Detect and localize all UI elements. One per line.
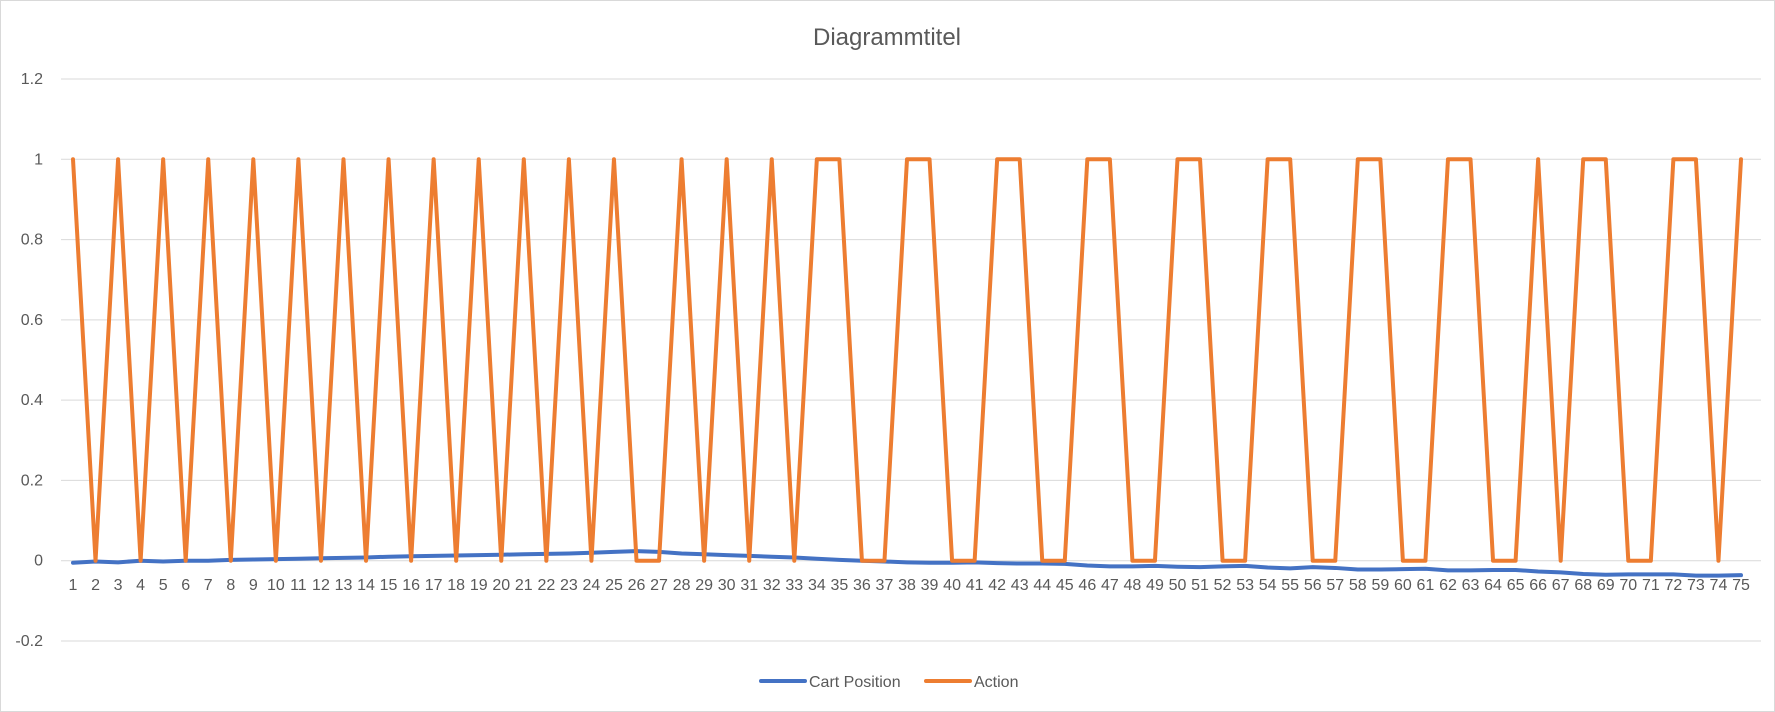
x-tick-label: 41 — [966, 577, 984, 594]
x-tick-label: 52 — [1214, 577, 1232, 594]
x-tick-label: 1 — [69, 577, 78, 594]
x-tick-label: 39 — [921, 577, 939, 594]
x-tick-label: 73 — [1687, 577, 1705, 594]
x-tick-label: 35 — [830, 577, 848, 594]
x-tick-label: 5 — [159, 577, 168, 594]
x-tick-label: 14 — [357, 577, 375, 594]
x-tick-label: 68 — [1574, 577, 1592, 594]
x-tick-label: 29 — [695, 577, 713, 594]
x-tick-label: 38 — [898, 577, 916, 594]
x-axis-tick-labels: 1 2 3 4 5 6 7 8 9 10 11 12 13 14 15 16 17 18 19 20 21 22 23 24 2… — [69, 577, 1750, 594]
x-tick-label: 23 — [560, 577, 578, 594]
x-tick-label: 48 — [1124, 577, 1142, 594]
chart-title: Diagrammtitel — [813, 24, 961, 51]
x-tick-label: 27 — [650, 577, 668, 594]
x-tick-label: 57 — [1326, 577, 1344, 594]
x-tick-label: 36 — [853, 577, 871, 594]
x-tick-label: 17 — [425, 577, 443, 594]
x-tick-label: 49 — [1146, 577, 1164, 594]
x-tick-label: 30 — [718, 577, 736, 594]
y-tick-label: 1.2 — [21, 71, 43, 88]
y-tick-label: 1 — [34, 151, 43, 168]
x-tick-label: 47 — [1101, 577, 1119, 594]
x-tick-label: 56 — [1304, 577, 1322, 594]
series-lines — [71, 157, 1743, 578]
x-tick-label: 33 — [785, 577, 803, 594]
x-tick-label: 43 — [1011, 577, 1029, 594]
x-tick-label: 66 — [1529, 577, 1547, 594]
x-tick-label: 24 — [583, 577, 601, 594]
x-tick-label: 16 — [402, 577, 420, 594]
legend: Cart Position Action — [759, 674, 1018, 691]
x-tick-label: 54 — [1259, 577, 1277, 594]
x-tick-label: 12 — [312, 577, 330, 594]
x-tick-label: 7 — [204, 577, 213, 594]
x-tick-label: 9 — [249, 577, 258, 594]
series-line-action — [71, 157, 1743, 563]
x-tick-label: 75 — [1732, 577, 1750, 594]
x-tick-label: 60 — [1394, 577, 1412, 594]
x-tick-label: 37 — [876, 577, 894, 594]
x-tick-label: 20 — [492, 577, 510, 594]
x-tick-label: 32 — [763, 577, 781, 594]
x-tick-label: 28 — [673, 577, 691, 594]
x-tick-label: 51 — [1191, 577, 1209, 594]
x-tick-label: 64 — [1484, 577, 1502, 594]
x-tick-label: 55 — [1281, 577, 1299, 594]
y-tick-label: 0.4 — [21, 392, 43, 409]
x-tick-label: 63 — [1462, 577, 1480, 594]
x-tick-label: 2 — [91, 577, 100, 594]
x-tick-label: 25 — [605, 577, 623, 594]
y-tick-label: 0.2 — [21, 472, 43, 489]
x-tick-label: 45 — [1056, 577, 1074, 594]
x-tick-label: 71 — [1642, 577, 1660, 594]
series-line-cart-position — [71, 549, 1743, 578]
y-axis-tick-labels: -0.2 0 0.2 0.4 0.6 0.8 1 1.2 — [15, 71, 43, 650]
x-tick-label: 6 — [181, 577, 190, 594]
x-tick-label: 67 — [1552, 577, 1570, 594]
x-tick-label: 69 — [1597, 577, 1615, 594]
legend-label: Cart Position — [809, 674, 901, 691]
x-tick-label: 62 — [1439, 577, 1457, 594]
x-tick-label: 13 — [335, 577, 353, 594]
x-tick-label: 3 — [114, 577, 123, 594]
x-tick-label: 8 — [226, 577, 235, 594]
x-tick-label: 4 — [136, 577, 145, 594]
x-tick-label: 34 — [808, 577, 826, 594]
x-tick-label: 40 — [943, 577, 961, 594]
x-tick-label: 22 — [537, 577, 555, 594]
x-tick-label: 46 — [1078, 577, 1096, 594]
x-tick-label: 11 — [290, 577, 307, 594]
x-tick-label: 42 — [988, 577, 1006, 594]
x-tick-label: 26 — [628, 577, 646, 594]
x-tick-label: 31 — [740, 577, 758, 594]
x-tick-label: 58 — [1349, 577, 1367, 594]
x-tick-label: 74 — [1710, 577, 1728, 594]
y-tick-label: -0.2 — [15, 633, 43, 650]
x-tick-label: 70 — [1619, 577, 1637, 594]
x-tick-label: 53 — [1236, 577, 1254, 594]
y-tick-label: 0.6 — [21, 312, 43, 329]
x-tick-label: 65 — [1507, 577, 1525, 594]
x-tick-label: 19 — [470, 577, 488, 594]
x-tick-label: 15 — [380, 577, 398, 594]
legend-label: Action — [974, 674, 1018, 691]
x-tick-label: 50 — [1169, 577, 1187, 594]
x-tick-label: 72 — [1664, 577, 1682, 594]
y-tick-label: 0 — [34, 553, 43, 570]
x-tick-label: 59 — [1371, 577, 1389, 594]
y-tick-label: 0.8 — [21, 232, 43, 249]
x-tick-label: 61 — [1417, 577, 1435, 594]
x-tick-label: 10 — [267, 577, 285, 594]
x-tick-label: 21 — [515, 577, 533, 594]
x-tick-label: 44 — [1033, 577, 1051, 594]
x-tick-label: 18 — [447, 577, 465, 594]
